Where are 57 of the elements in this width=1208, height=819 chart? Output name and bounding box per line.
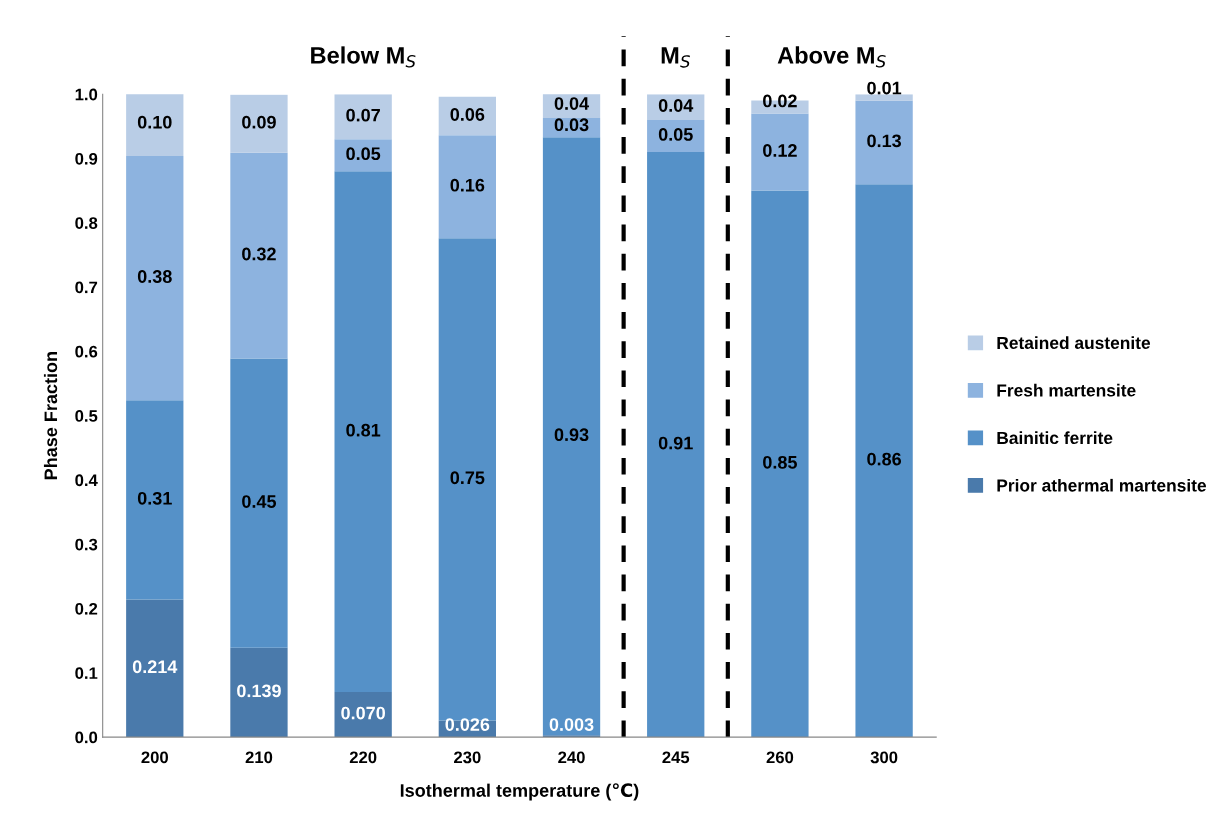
data-label: 0.026 bbox=[445, 718, 490, 731]
y-tick-label: 0.7 bbox=[75, 281, 98, 294]
x-tick-label: 245 bbox=[662, 751, 690, 764]
x-tick-label: 260 bbox=[766, 751, 794, 764]
data-label: 0.003 bbox=[549, 718, 594, 731]
y-tick-label: 0.4 bbox=[75, 474, 98, 487]
legend-label: Prior athermal martensite bbox=[997, 478, 1207, 492]
data-label: 0.01 bbox=[867, 81, 902, 95]
data-label: 0.05 bbox=[658, 128, 693, 141]
y-tick-label: 0.0 bbox=[75, 731, 98, 744]
data-label: 0.02 bbox=[763, 94, 797, 108]
data-label: 0.04 bbox=[658, 99, 694, 112]
data-label: 0.07 bbox=[346, 108, 380, 122]
data-label: 0.05 bbox=[346, 147, 381, 161]
data-label: 0.10 bbox=[137, 115, 172, 129]
y-tick-label: 0.3 bbox=[75, 538, 98, 551]
data-label: 0.16 bbox=[450, 178, 485, 192]
data-label: 0.45 bbox=[242, 495, 277, 508]
data-label: 0.85 bbox=[763, 455, 797, 469]
data-label: 0.214 bbox=[132, 660, 178, 674]
x-tick-label: 300 bbox=[870, 751, 898, 764]
data-label: 0.81 bbox=[346, 423, 381, 437]
data-label: 0.139 bbox=[237, 684, 281, 698]
y-tick-label: 0.9 bbox=[75, 152, 98, 165]
data-label: 0.09 bbox=[242, 115, 276, 129]
legend-label: Bainitic ferrite bbox=[997, 431, 1113, 445]
data-label: 0.32 bbox=[242, 247, 276, 261]
data-label: 0.91 bbox=[658, 436, 693, 450]
data-label: 0.75 bbox=[450, 471, 485, 485]
data-label: 0.38 bbox=[137, 270, 172, 283]
x-tick-label: 200 bbox=[141, 751, 168, 764]
y-tick-label: 0.2 bbox=[75, 602, 98, 615]
x-tick-label: 210 bbox=[245, 751, 273, 764]
data-label: 0.12 bbox=[763, 144, 797, 157]
y-tick-label: 0.1 bbox=[75, 667, 98, 680]
text: Below M$_{S}$ bbox=[311, 46, 416, 68]
data-label: 0.070 bbox=[341, 706, 386, 720]
y-tick-label: 0.6 bbox=[75, 345, 98, 358]
y-axis-title: Phase Fraction bbox=[43, 352, 58, 480]
legend-label: Fresh martensite bbox=[997, 383, 1136, 397]
legend-label: Retained austenite bbox=[997, 336, 1151, 350]
text: M$_{S}$ bbox=[661, 47, 690, 68]
y-tick-label: 1.0 bbox=[75, 88, 98, 101]
data-label: 0.06 bbox=[450, 108, 485, 121]
data-label: 0.31 bbox=[137, 491, 172, 505]
data-label: 0.86 bbox=[867, 452, 902, 466]
data-label: 0.93 bbox=[554, 428, 589, 442]
x-axis-title: Isothermal temperature (℃) bbox=[400, 783, 639, 801]
data-label: 0.13 bbox=[867, 134, 902, 148]
data-label: 0.04 bbox=[554, 97, 590, 110]
x-tick-label: 220 bbox=[349, 751, 377, 764]
y-tick-label: 0.5 bbox=[75, 410, 98, 422]
data-label: 0.03 bbox=[554, 118, 589, 132]
x-tick-label: 230 bbox=[454, 751, 481, 764]
y-tick-label: 0.8 bbox=[75, 217, 98, 229]
x-tick-label: 240 bbox=[558, 751, 585, 764]
text: Above M$_{S}$ bbox=[777, 46, 886, 68]
